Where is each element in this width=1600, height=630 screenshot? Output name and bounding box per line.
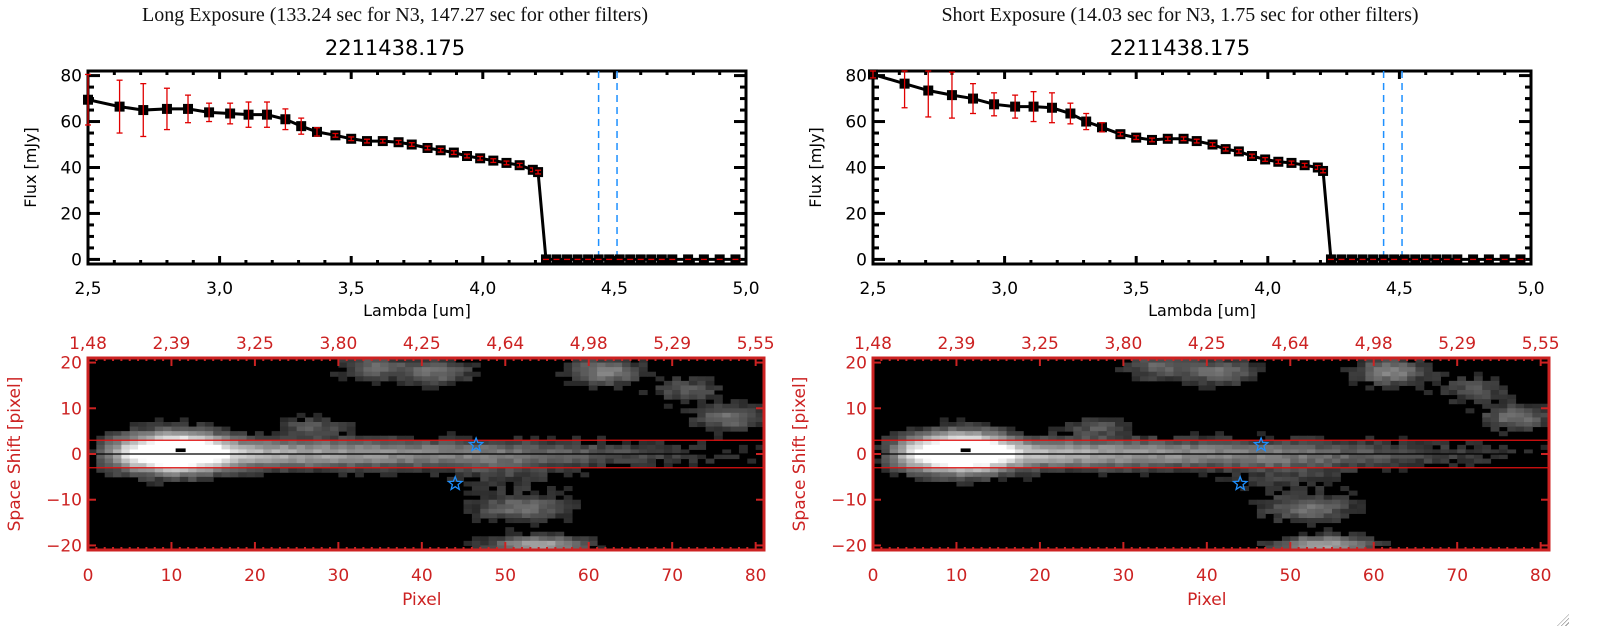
- short-exposure-charts: 2,5 3,0 3,5 4,0 4,5 5,0 0 20 40 60 80 Lambda [um] Fl…: [790, 67, 1560, 610]
- panel-title: Long Exposure (133.24 sec for N3, 147.27…: [142, 4, 648, 26]
- x-tick-label: 80: [1530, 566, 1552, 586]
- top-x-tick-label: 5,29: [653, 334, 691, 354]
- top-x-tick-label: 4,25: [403, 334, 441, 354]
- x-tick-label: 4,5: [601, 279, 628, 299]
- x-axis-label: Pixel: [1187, 590, 1226, 610]
- x-tick-label: 20: [244, 566, 266, 586]
- y-tick-label: 20: [845, 354, 867, 374]
- x-tick-label: 70: [661, 566, 683, 586]
- y-tick-label: 80: [60, 67, 82, 87]
- flux-series-line: [87, 98, 736, 261]
- y-tick-label: 20: [60, 204, 82, 224]
- saturated-pixel: [175, 448, 186, 453]
- y-tick-label: 60: [845, 113, 867, 133]
- x-tick-label: 50: [1279, 566, 1301, 586]
- x-tick-label: 3,5: [338, 279, 365, 299]
- x-tick-label: 40: [1196, 566, 1218, 586]
- top-x-tick-label: 5,55: [737, 334, 775, 354]
- x-tick-label: 2,5: [74, 279, 101, 299]
- top-x-tick-label: 1,48: [854, 334, 892, 354]
- object-id: 2211438.175: [324, 36, 466, 60]
- x-tick-label: 40: [411, 566, 433, 586]
- plot-frame: [86, 69, 748, 266]
- x-tick-label: 5,0: [1517, 279, 1544, 299]
- y-tick-label: 60: [60, 113, 82, 133]
- object-id: 2211438.175: [1109, 36, 1251, 60]
- y-tick-label: −10: [831, 491, 867, 511]
- top-x-tick-label: 4,64: [1271, 334, 1309, 354]
- x-tick-label: 30: [328, 566, 350, 586]
- x-tick-label: 60: [578, 566, 600, 586]
- star-marker-icon: [1252, 436, 1270, 452]
- star-marker-icon: [467, 436, 485, 452]
- x-tick-label: 4,0: [469, 279, 496, 299]
- top-x-tick-label: 3,25: [236, 334, 274, 354]
- x-tick-label: 60: [1363, 566, 1385, 586]
- top-x-tick-label: 4,25: [1188, 334, 1226, 354]
- x-tick-label: 10: [946, 566, 968, 586]
- x-tick-label: 0: [83, 566, 94, 586]
- x-tick-label: 4,5: [1386, 279, 1413, 299]
- x-tick-label: 3,0: [206, 279, 233, 299]
- x-tick-label: 10: [161, 566, 183, 586]
- y-tick-label: 40: [845, 159, 867, 179]
- saturated-pixel: [960, 448, 971, 453]
- x-tick-label: 50: [494, 566, 516, 586]
- x-tick-label: 4,0: [1254, 279, 1281, 299]
- top-x-tick-label: 4,98: [570, 334, 608, 354]
- y-tick-label: 10: [845, 399, 867, 419]
- top-x-tick-label: 2,39: [153, 334, 191, 354]
- y-tick-label: −10: [46, 491, 82, 511]
- y-tick-label: −20: [831, 536, 867, 556]
- x-tick-label: 20: [1029, 566, 1051, 586]
- y-tick-label: 10: [60, 399, 82, 419]
- y-axis-label: Space Shift [pixel]: [5, 377, 25, 532]
- top-x-tick-label: 5,55: [1522, 334, 1560, 354]
- y-tick-label: 80: [845, 67, 867, 87]
- y-axis-label: Flux [mJy]: [806, 127, 825, 208]
- x-axis-label: Lambda [um]: [1148, 301, 1256, 320]
- x-tick-label: 0: [868, 566, 879, 586]
- star-marker-icon: [446, 474, 464, 491]
- top-x-tick-label: 4,64: [486, 334, 524, 354]
- x-tick-label: 3,5: [1123, 279, 1150, 299]
- top-x-tick-label: 3,80: [1104, 334, 1142, 354]
- spectrum-image: [88, 358, 765, 551]
- short-exposure-panel: Short Exposure (14.03 sec for N3, 1.75 s…: [785, 0, 1575, 630]
- x-tick-label: 5,0: [732, 279, 759, 299]
- top-x-tick-label: 1,48: [69, 334, 107, 354]
- x-tick-label: 30: [1113, 566, 1135, 586]
- top-x-tick-label: 3,80: [319, 334, 357, 354]
- panel-title: Short Exposure (14.03 sec for N3, 1.75 s…: [941, 4, 1419, 26]
- y-tick-label: 0: [856, 250, 867, 270]
- top-x-tick-label: 2,39: [938, 334, 976, 354]
- y-tick-label: 40: [60, 159, 82, 179]
- y-tick-label: 20: [845, 204, 867, 224]
- x-axis-label: Lambda [um]: [363, 301, 471, 320]
- y-axis-label: Space Shift [pixel]: [790, 377, 810, 532]
- long-exposure-panel: Long Exposure (133.24 sec for N3, 147.27…: [0, 0, 790, 630]
- x-tick-label: 2,5: [859, 279, 886, 299]
- x-tick-label: 3,0: [991, 279, 1018, 299]
- y-tick-label: 0: [71, 445, 82, 465]
- y-tick-label: 0: [71, 250, 82, 270]
- y-tick-label: −20: [46, 536, 82, 556]
- star-marker-icon: [1231, 474, 1249, 491]
- y-axis-label: Flux [mJy]: [21, 127, 40, 208]
- top-x-tick-label: 3,25: [1021, 334, 1059, 354]
- x-axis-label: Pixel: [402, 590, 441, 610]
- long-exposure-charts: 2,5 3,0 3,5 4,0 4,5 5,0 0 20 40 60 80 Lambda [um] Fl…: [5, 67, 775, 610]
- y-tick-label: 20: [60, 354, 82, 374]
- y-tick-label: 0: [856, 445, 867, 465]
- top-x-tick-label: 4,98: [1355, 334, 1393, 354]
- x-tick-label: 70: [1446, 566, 1468, 586]
- top-x-tick-label: 5,29: [1438, 334, 1476, 354]
- x-tick-label: 80: [745, 566, 767, 586]
